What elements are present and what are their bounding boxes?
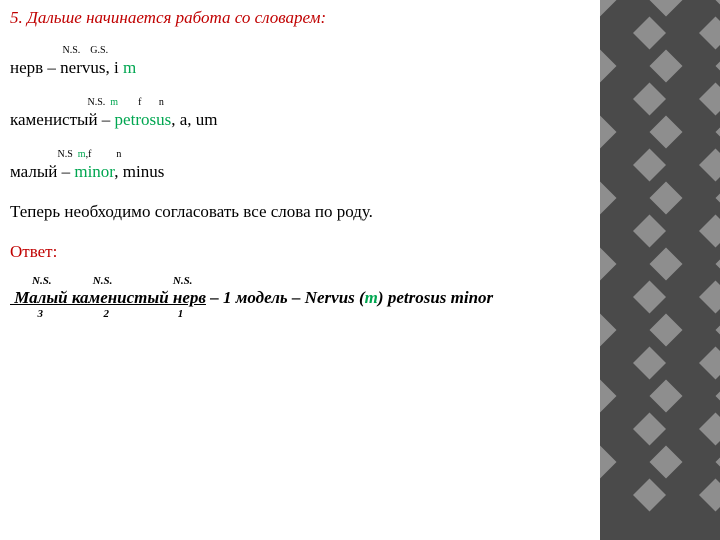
entry-petrosus-post: , a, um: [171, 110, 217, 129]
entry-nerve-superscript: N.S. G.S.: [10, 46, 570, 58]
entry-nerve-text: нерв – nervus, i: [10, 58, 123, 77]
entry-minor-latin: minor: [74, 162, 114, 181]
entry-minor-post: , minus: [114, 162, 164, 181]
entry-minor: N.S m,f n малый – minor, minus: [10, 150, 570, 182]
sup-pre: N.S.: [10, 97, 110, 108]
answer-rest-pre: – 1 модель – Nervus (: [206, 288, 365, 307]
entry-petrosus-latin: petrosus: [115, 110, 172, 129]
answer-main-line: Малый каменистый нерв – 1 модель – Nervu…: [10, 288, 570, 308]
sup-post: f n: [118, 97, 164, 108]
sup3-pre: N.S: [10, 149, 78, 160]
answer-superscript: N.S. N.S. N.S.: [10, 276, 570, 288]
sup3-m: m: [78, 149, 86, 160]
entry-minor-main: малый – minor, minus: [10, 162, 570, 182]
answer-label: Ответ:: [10, 242, 570, 262]
entry-nerve: N.S. G.S. нерв – nervus, i m: [10, 46, 570, 78]
answer-gender: m: [365, 288, 378, 307]
entry-nerve-main: нерв – nervus, i m: [10, 58, 570, 78]
answer-block: N.S. N.S. N.S. Малый каменистый нерв – 1…: [10, 276, 570, 320]
sup-m: m: [110, 97, 118, 108]
entry-nerve-gender: m: [123, 58, 136, 77]
checker-decor: [600, 0, 720, 540]
entry-petrosus-pre: каменистый –: [10, 110, 115, 129]
entry-petrosus-superscript: N.S. m f n: [10, 98, 570, 110]
entry-petrosus: N.S. m f n каменистый – petrosus, a, um: [10, 98, 570, 130]
answer-rest-post: ) petrosus minor: [378, 288, 493, 307]
sup3-mid: ,f n: [86, 149, 122, 160]
agreement-note: Теперь необходимо согласовать все слова …: [10, 202, 570, 222]
entry-petrosus-main: каменистый – petrosus, a, um: [10, 110, 570, 130]
entry-minor-pre: малый –: [10, 162, 74, 181]
answer-subscript: 3 2 1: [10, 308, 570, 320]
entry-minor-superscript: N.S m,f n: [10, 150, 570, 162]
answer-underline: Малый каменистый нерв: [10, 288, 206, 307]
section-heading: 5. Дальше начинается работа со словарем:: [10, 8, 570, 28]
